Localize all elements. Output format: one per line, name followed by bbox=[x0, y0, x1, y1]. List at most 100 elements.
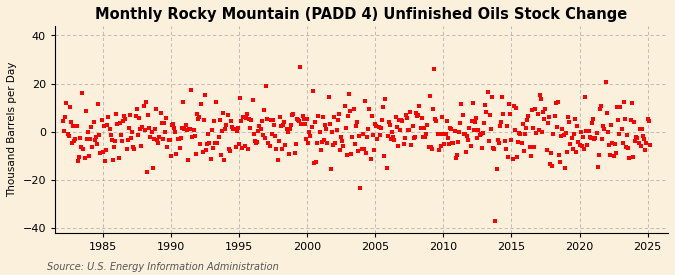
Point bbox=[244, 117, 254, 121]
Point bbox=[381, 165, 392, 170]
Point bbox=[221, 123, 232, 128]
Point bbox=[607, 140, 618, 145]
Point bbox=[582, 143, 593, 147]
Point bbox=[446, 127, 456, 131]
Point bbox=[392, 144, 403, 148]
Point bbox=[462, 133, 472, 138]
Point bbox=[256, 119, 267, 123]
Point bbox=[250, 139, 261, 143]
Point bbox=[333, 112, 344, 116]
Point bbox=[590, 136, 601, 140]
Point bbox=[365, 157, 376, 161]
Y-axis label: Thousand Barrels per Day: Thousand Barrels per Day bbox=[7, 62, 17, 197]
Point bbox=[560, 131, 571, 135]
Point bbox=[529, 145, 539, 150]
Point bbox=[146, 130, 157, 134]
Point bbox=[101, 148, 111, 153]
Point bbox=[264, 144, 275, 148]
Point bbox=[539, 117, 549, 121]
Point bbox=[493, 140, 504, 145]
Point bbox=[134, 116, 144, 120]
Point bbox=[279, 120, 290, 124]
Point bbox=[310, 120, 321, 124]
Point bbox=[298, 117, 309, 121]
Point bbox=[396, 117, 406, 122]
Point bbox=[209, 118, 219, 123]
Point bbox=[600, 79, 611, 84]
Point bbox=[358, 147, 369, 152]
Point bbox=[439, 142, 450, 146]
Point bbox=[425, 145, 436, 149]
Point bbox=[319, 138, 329, 142]
Point bbox=[212, 141, 223, 145]
Point bbox=[125, 113, 136, 117]
Point bbox=[89, 138, 100, 142]
Point bbox=[157, 136, 168, 141]
Point bbox=[84, 153, 95, 158]
Point bbox=[488, 146, 499, 150]
Point bbox=[428, 106, 439, 111]
Point bbox=[558, 133, 569, 138]
Point bbox=[102, 123, 113, 127]
Point bbox=[62, 131, 73, 136]
Point bbox=[59, 129, 70, 133]
Point bbox=[260, 136, 271, 140]
Point bbox=[354, 134, 364, 138]
Point bbox=[217, 129, 227, 134]
Point bbox=[542, 121, 553, 125]
Point bbox=[435, 132, 446, 136]
Point bbox=[275, 124, 286, 128]
Point bbox=[610, 151, 621, 155]
Point bbox=[97, 150, 108, 154]
Point bbox=[286, 123, 296, 128]
Point bbox=[136, 143, 146, 148]
Point bbox=[417, 135, 428, 139]
Point bbox=[99, 124, 109, 128]
Point bbox=[483, 139, 494, 144]
Point bbox=[510, 106, 521, 110]
Point bbox=[448, 141, 459, 145]
Point bbox=[96, 117, 107, 122]
Point bbox=[404, 127, 414, 132]
Point bbox=[120, 117, 131, 121]
Point bbox=[148, 137, 159, 141]
Point bbox=[63, 133, 74, 138]
Point bbox=[115, 133, 126, 137]
Point bbox=[200, 148, 211, 152]
Point bbox=[398, 142, 409, 146]
Point bbox=[379, 153, 389, 158]
Point bbox=[111, 112, 122, 116]
Point bbox=[200, 93, 211, 97]
Point bbox=[153, 141, 164, 145]
Point bbox=[103, 115, 114, 120]
Point bbox=[257, 133, 268, 137]
Point bbox=[495, 120, 506, 125]
Point bbox=[573, 140, 584, 145]
Point bbox=[472, 136, 483, 141]
Point bbox=[167, 122, 178, 126]
Point bbox=[375, 126, 386, 130]
Point bbox=[271, 147, 281, 152]
Point bbox=[612, 105, 622, 109]
Point bbox=[520, 132, 531, 136]
Point bbox=[415, 126, 426, 130]
Point bbox=[456, 101, 467, 106]
Point bbox=[234, 141, 244, 146]
Point bbox=[367, 132, 378, 137]
Point bbox=[524, 145, 535, 150]
Point bbox=[70, 137, 81, 142]
Point bbox=[284, 152, 294, 156]
Point bbox=[641, 141, 652, 145]
Point bbox=[370, 122, 381, 126]
Point bbox=[380, 97, 391, 101]
Point bbox=[229, 127, 240, 131]
Point bbox=[443, 141, 454, 146]
Point bbox=[447, 141, 458, 145]
Point bbox=[267, 117, 278, 122]
Point bbox=[622, 133, 632, 137]
Point bbox=[122, 138, 133, 142]
Point bbox=[564, 120, 574, 124]
Point bbox=[72, 158, 83, 163]
Point bbox=[513, 139, 524, 144]
Point bbox=[570, 150, 581, 154]
